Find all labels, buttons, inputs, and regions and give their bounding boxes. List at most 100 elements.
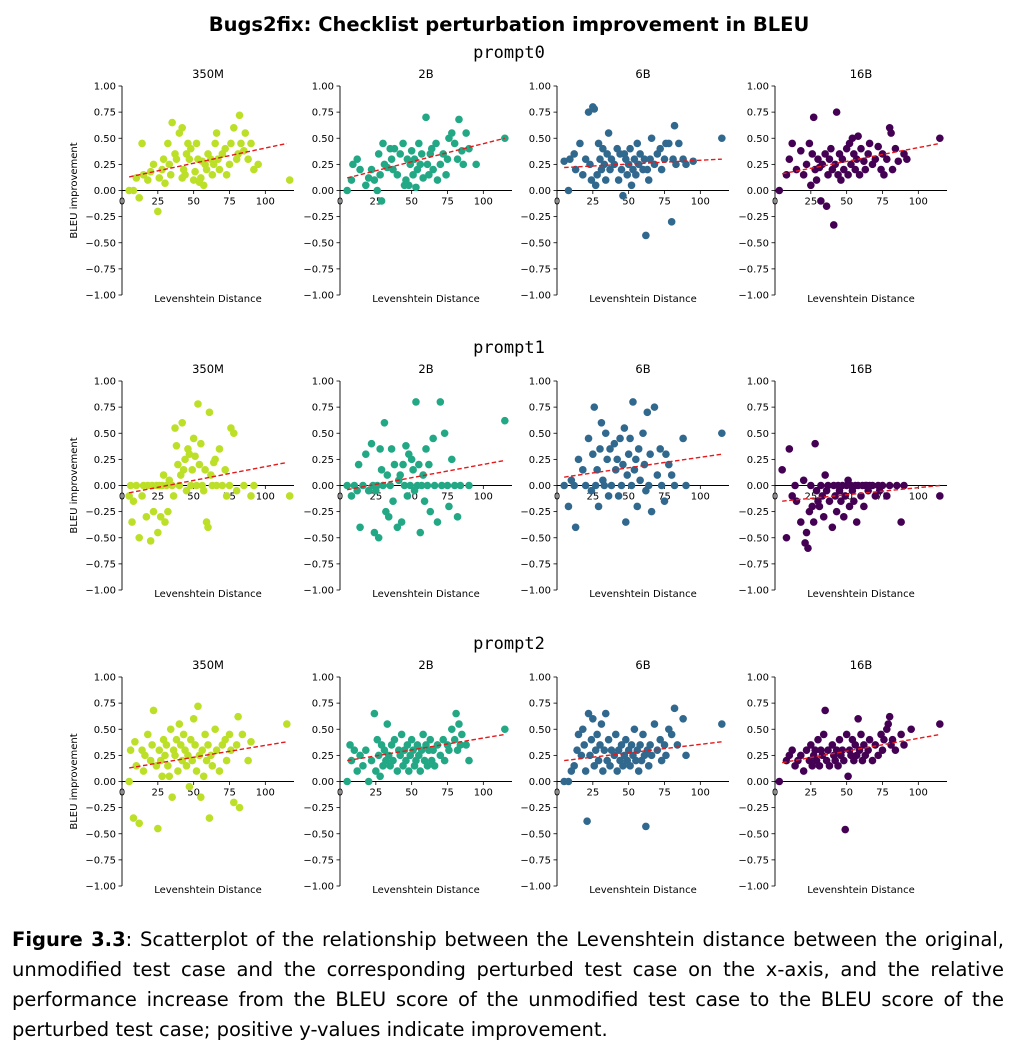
y-tick-label: 0.50 <box>529 134 551 145</box>
data-point <box>465 481 473 490</box>
data-point <box>416 767 425 775</box>
data-point <box>632 756 640 765</box>
data-point <box>158 165 166 174</box>
data-point <box>433 518 442 526</box>
data-point <box>128 518 136 526</box>
x-tick-label: 50 <box>840 788 853 799</box>
data-point <box>590 762 599 770</box>
data-point <box>402 756 410 765</box>
data-point <box>209 160 218 169</box>
data-point <box>458 730 466 739</box>
data-point <box>936 720 944 728</box>
data-point <box>643 165 652 174</box>
data-point <box>215 767 224 775</box>
x-tick-label: 75 <box>441 492 454 503</box>
data-point <box>397 730 406 739</box>
data-point <box>619 460 627 469</box>
data-point <box>828 741 837 749</box>
data-point <box>636 476 644 485</box>
data-point <box>442 171 450 179</box>
data-point <box>356 523 364 532</box>
data-point <box>417 481 426 490</box>
data-point <box>396 471 405 479</box>
trend-line <box>347 733 505 762</box>
data-point <box>169 492 178 500</box>
data-point <box>644 762 653 770</box>
x-tick-label: 75 <box>876 492 889 503</box>
data-point <box>811 439 819 448</box>
y-tick-label: 0.50 <box>94 725 116 736</box>
data-point <box>380 746 389 754</box>
data-point <box>129 497 138 505</box>
data-point <box>390 460 399 469</box>
x-axis-label: Levenshtein Distance <box>589 885 697 896</box>
y-tick-label: 0.75 <box>312 403 334 414</box>
data-point <box>212 746 221 754</box>
data-point <box>356 751 364 760</box>
data-point <box>589 715 597 723</box>
data-point <box>650 160 659 169</box>
y-tick-label: −0.50 <box>85 238 116 249</box>
data-point <box>824 746 832 754</box>
data-point <box>802 160 811 169</box>
data-point <box>632 455 640 464</box>
trend-line <box>564 453 722 478</box>
x-tick-label: 25 <box>804 788 817 799</box>
data-point <box>370 176 379 184</box>
y-tick-label: −0.75 <box>738 559 769 570</box>
x-tick-label: 100 <box>256 492 275 503</box>
x-tick-label: 100 <box>474 788 493 799</box>
y-tick-label: −0.75 <box>520 855 551 866</box>
trend-line <box>129 461 287 494</box>
data-point <box>900 741 908 749</box>
data-point <box>675 139 683 148</box>
x-tick-label: 75 <box>658 197 671 208</box>
data-point <box>250 481 258 490</box>
data-point <box>845 502 854 511</box>
data-point <box>354 460 363 469</box>
data-point <box>634 445 643 453</box>
x-tick-label: 0 <box>554 197 560 208</box>
data-point <box>390 735 399 744</box>
panel-title: 16B <box>850 67 873 81</box>
y-tick-label: −1.00 <box>738 882 769 893</box>
data-point <box>574 730 583 739</box>
data-point <box>857 144 865 153</box>
data-point <box>812 486 821 495</box>
y-tick-label: 1.00 <box>529 82 551 93</box>
data-point <box>356 165 364 174</box>
y-tick-label: 0.50 <box>529 725 551 736</box>
x-tick-label: 25 <box>369 492 382 503</box>
data-point <box>682 751 690 760</box>
y-tick-label: −0.50 <box>738 533 769 544</box>
data-point <box>448 725 456 734</box>
data-point <box>587 735 596 744</box>
x-tick-label: 75 <box>876 197 889 208</box>
data-point <box>423 160 432 169</box>
data-point <box>215 165 224 174</box>
data-point <box>622 518 630 526</box>
y-tick-label: 0.75 <box>529 403 551 414</box>
y-tick-label: −0.50 <box>85 829 116 840</box>
y-tick-label: −1.00 <box>85 586 116 597</box>
data-point <box>606 762 614 770</box>
data-point <box>178 756 186 765</box>
data-point <box>184 751 192 760</box>
data-point <box>188 466 197 474</box>
data-point <box>817 197 825 205</box>
data-point <box>407 735 416 744</box>
data-point <box>660 155 669 163</box>
data-point <box>627 741 636 749</box>
data-point <box>626 762 634 770</box>
y-tick-label: −1.00 <box>520 586 551 597</box>
data-point <box>587 486 596 495</box>
x-tick-label: 75 <box>658 788 671 799</box>
data-point <box>627 181 636 190</box>
data-point <box>903 155 911 163</box>
data-point <box>407 146 416 155</box>
data-point <box>244 155 252 163</box>
data-point <box>633 139 642 148</box>
data-point <box>189 176 198 184</box>
data-point <box>821 471 829 479</box>
x-tick-label: 100 <box>691 788 710 799</box>
